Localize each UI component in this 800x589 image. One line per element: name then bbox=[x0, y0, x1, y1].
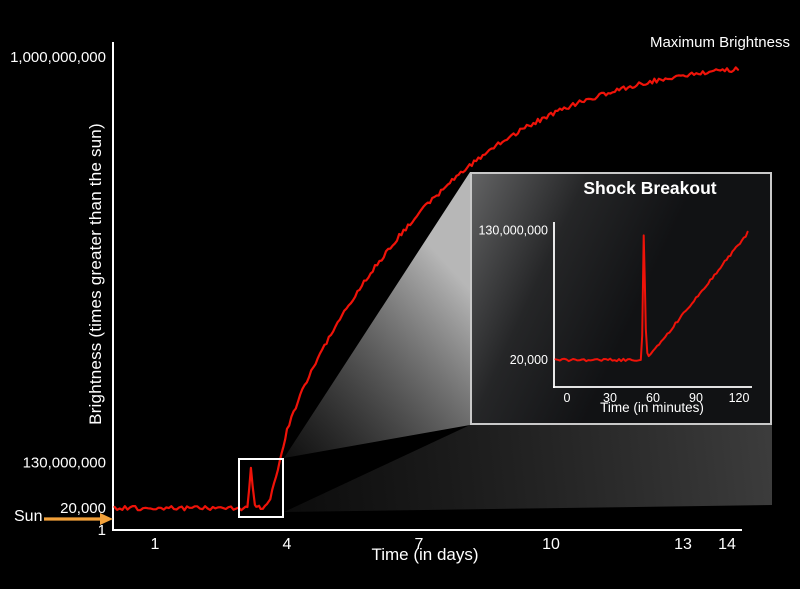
main-x-axis-title: Time (in days) bbox=[371, 545, 479, 564]
x-tick-label: 30 bbox=[603, 391, 617, 405]
y-tick-label: 1 bbox=[98, 522, 106, 539]
inset-tick-labels: 0 30 60 90 120 130,000,000 20,000 bbox=[478, 223, 749, 405]
x-tick-label: 120 bbox=[729, 391, 750, 405]
x-tick-label: 90 bbox=[689, 391, 703, 405]
main-series-line bbox=[113, 66, 740, 512]
inset-panel: Shock Breakout 0 30 60 90 120 130,000,000 20,0… bbox=[470, 172, 772, 425]
zoom-box bbox=[238, 458, 284, 518]
zoom-beam-upper bbox=[284, 172, 470, 458]
x-tick-label: 60 bbox=[646, 391, 660, 405]
max-brightness-label: Maximum Brightness bbox=[649, 34, 790, 51]
x-tick-label: 13 bbox=[674, 536, 692, 553]
x-tick-label: 7 bbox=[415, 536, 424, 553]
inset-series-line bbox=[554, 230, 749, 363]
y-tick-label: 1,000,000,000 bbox=[10, 49, 106, 66]
zoom-beam-lower bbox=[284, 425, 772, 512]
sun-label: Sun bbox=[14, 508, 43, 525]
y-tick-label: 20,000 bbox=[60, 500, 106, 517]
x-tick-label: 10 bbox=[542, 536, 560, 553]
x-tick-label: 1 bbox=[151, 536, 160, 553]
y-tick-label: 20,000 bbox=[510, 353, 548, 367]
x-tick-label: 0 bbox=[564, 391, 571, 405]
main-y-axis-title: Brightness (times greater than the sun) bbox=[86, 123, 105, 425]
x-tick-label: 14 bbox=[718, 536, 736, 553]
x-tick-label: 4 bbox=[283, 536, 292, 553]
y-tick-label: 130,000,000 bbox=[23, 454, 106, 471]
sun-arrow-icon bbox=[44, 513, 113, 525]
y-tick-label: 130,000,000 bbox=[478, 223, 548, 237]
inset-chart: 0 30 60 90 120 130,000,000 20,000 bbox=[478, 222, 752, 405]
inset-title: Shock Breakout bbox=[583, 178, 717, 198]
inset-x-axis-title: Time (in minutes) bbox=[600, 400, 704, 415]
